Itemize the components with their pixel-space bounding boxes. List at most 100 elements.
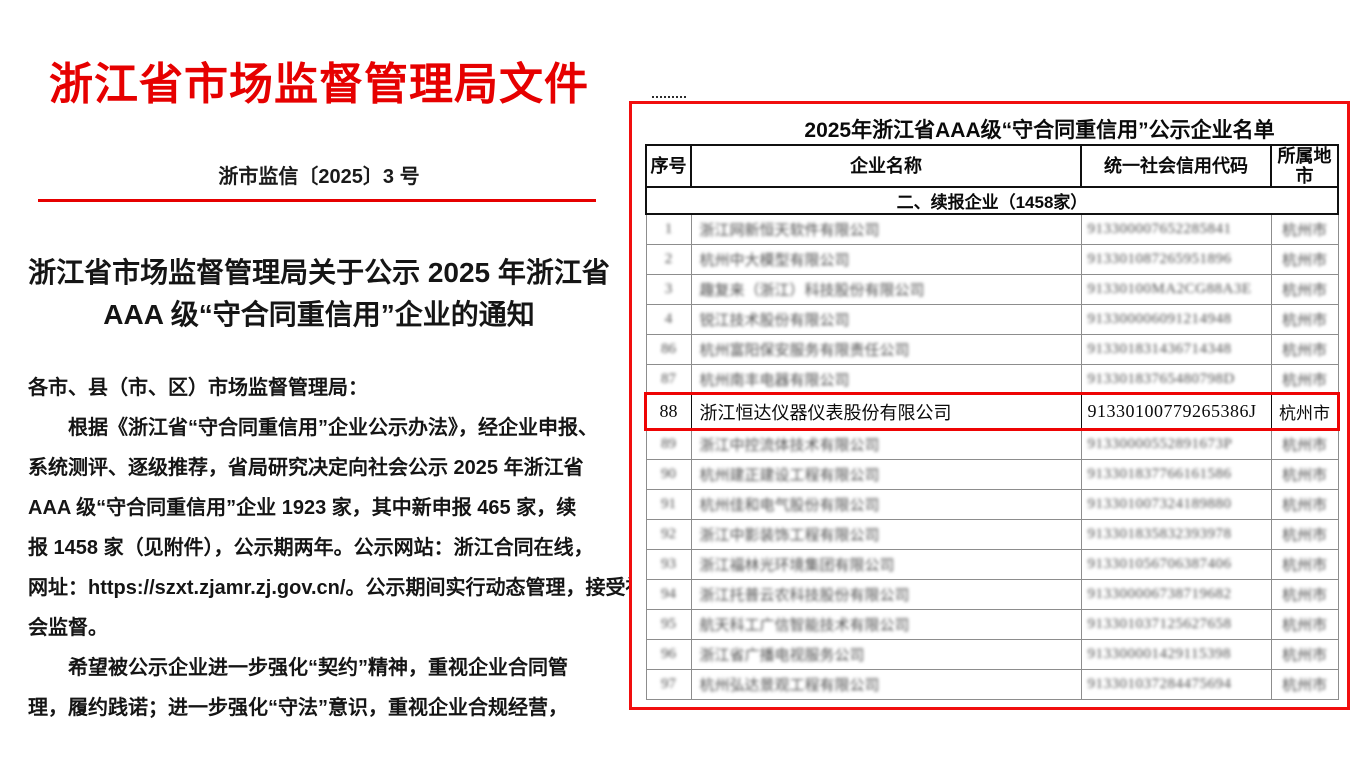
cell-city: 杭州市	[1270, 458, 1339, 490]
cell-city: 杭州市	[1270, 333, 1339, 365]
table-row: 95 航天科工广信智能技术有限公司 913301037125627658 杭州市	[645, 608, 1339, 640]
cell-code: 91330100779265386J	[1080, 393, 1272, 430]
body-line: 会监督。	[28, 617, 108, 639]
cell-name: 浙江福林光环境集团有限公司	[690, 548, 1082, 580]
body-line: 希望被公示企业进一步强化“契约”精神，重视企业合同管	[28, 657, 568, 679]
column-header: 企业名称	[690, 144, 1082, 188]
cell-name: 趣复来（浙江）科技股份有限公司	[690, 273, 1082, 305]
cell-code: 913301835832393978	[1080, 518, 1272, 550]
cell-name: 杭州佳和电气股份有限公司	[690, 488, 1082, 520]
column-header: 统一社会信用代码	[1080, 144, 1272, 188]
cell-name: 杭州建正建设工程有限公司	[690, 458, 1082, 490]
cell-index: 91	[645, 488, 692, 520]
table-row: 89 浙江中控流体技术有限公司 91330000552891673P 杭州市	[645, 428, 1339, 460]
cell-index: 4	[645, 303, 692, 335]
company-table-body: 二、续报企业（1458家） 1 浙江网新恒天软件有限公司 91330000765228…	[644, 186, 1340, 700]
cell-name: 杭州富阳保安服务有限责任公司	[690, 333, 1082, 365]
cell-name: 杭州南丰电器有限公司	[690, 363, 1082, 395]
table-row: 97 杭州弘达景观工程有限公司 913301037284475694 杭州市	[645, 668, 1339, 700]
document-body: 各市、县（市、区）市场监督管理局： 根据《浙江省“守合同重信用”企业公示办法》，…	[28, 368, 646, 728]
table-row: 87 杭州南丰电器有限公司 91330183765480798D 杭州市	[645, 363, 1339, 395]
section-label: 二、续报企业（1458家）	[645, 186, 1339, 215]
table-row: 90 杭州建正建设工程有限公司 913301837766161586 杭州市	[645, 458, 1339, 490]
table-row: 96 浙江省广播电视服务公司 913300001429115398 杭州市	[645, 638, 1339, 670]
table-row: 2 杭州中大模型有限公司 913301087265951896 杭州市	[645, 243, 1339, 275]
table-header-row: 序号 企业名称 统一社会信用代码 所属地市	[645, 144, 1339, 188]
cell-index: 87	[645, 363, 692, 395]
cell-index: 95	[645, 608, 692, 640]
cell-name: 航天科工广信智能技术有限公司	[690, 608, 1082, 640]
document-number: 浙市监信〔2025〕3 号	[218, 166, 420, 188]
cell-city: 杭州市	[1270, 243, 1339, 275]
cell-name: 浙江中影装饰工程有限公司	[690, 518, 1082, 550]
table-row: 92 浙江中影装饰工程有限公司 913301835832393978 杭州市	[645, 518, 1339, 550]
cell-name: 杭州中大模型有限公司	[690, 243, 1082, 275]
cell-code: 913301056706387406	[1080, 548, 1272, 580]
cell-index: 96	[645, 638, 692, 670]
table-row: 1 浙江网新恒天软件有限公司 913300007652285841 杭州市	[645, 213, 1339, 245]
table-row: 94 浙江托普云农科技股份有限公司 913300006738719682 杭州市	[645, 578, 1339, 610]
cell-city: 杭州市	[1270, 608, 1339, 640]
cell-index: 2	[645, 243, 692, 275]
notice-heading-line2: AAA 级“守合同重信用”企业的通知	[103, 299, 535, 330]
cell-index: 88	[645, 393, 692, 430]
cell-index: 1	[645, 213, 692, 245]
cell-city: 杭州市	[1270, 363, 1339, 395]
company-list-title: 2025年浙江省AAA级“守合同重信用”公示企业名单	[804, 119, 1275, 142]
cell-name: 浙江省广播电视服务公司	[690, 638, 1082, 670]
cell-code: 913300006091214948	[1080, 303, 1272, 335]
company-table: 序号 企业名称 统一社会信用代码 所属地市 二、续报企业（1458家） 1 浙江网新恒天软…	[644, 144, 1340, 700]
cell-index: 94	[645, 578, 692, 610]
cell-code: 913300006738719682	[1080, 578, 1272, 610]
cell-code: 913301007324189880	[1080, 488, 1272, 520]
cell-city: 杭州市	[1270, 428, 1339, 460]
cell-city: 杭州市	[1270, 668, 1339, 700]
red-divider	[38, 199, 596, 202]
cell-city: 杭州市	[1270, 548, 1339, 580]
cell-code: 913301037284475694	[1080, 668, 1272, 700]
column-header: 所属地市	[1270, 144, 1339, 188]
cell-city: 杭州市	[1270, 638, 1339, 670]
cell-code: 913301831436714348	[1080, 333, 1272, 365]
body-line: AAA 级“守合同重信用”企业 1923 家，其中新申报 465 家，续	[28, 497, 577, 519]
cell-code: 913301837766161586	[1080, 458, 1272, 490]
cell-city: 杭州市	[1270, 518, 1339, 550]
table-row: 86 杭州富阳保安服务有限责任公司 913301831436714348 杭州市	[645, 333, 1339, 365]
cell-index: 92	[645, 518, 692, 550]
table-row: 91 杭州佳和电气股份有限公司 913301007324189880 杭州市	[645, 488, 1339, 520]
body-line: 根据《浙江省“守合同重信用”企业公示办法》，经企业申报、	[28, 417, 598, 439]
cell-name: 杭州弘达景观工程有限公司	[690, 668, 1082, 700]
table-row: 93 浙江福林光环境集团有限公司 913301056706387406 杭州市	[645, 548, 1339, 580]
cell-name: 浙江中控流体技术有限公司	[690, 428, 1082, 460]
column-header: 序号	[645, 144, 692, 188]
table-row-highlighted: 88 浙江恒达仪器仪表股份有限公司 91330100779265386J 杭州市	[644, 392, 1340, 431]
cell-name: 浙江恒达仪器仪表股份有限公司	[690, 393, 1082, 430]
section-row: 二、续报企业（1458家）	[645, 186, 1339, 215]
cell-code: 91330000552891673P	[1080, 428, 1272, 460]
body-line: 理，履约践诺；进一步强化“守法”意识，重视企业合规经营，	[28, 697, 568, 719]
cell-city: 杭州市	[1270, 303, 1339, 335]
body-line: 报 1458 家（见附件），公示期两年。公示网站：浙江合同在线，	[28, 537, 594, 559]
cell-index: 90	[645, 458, 692, 490]
company-list-panel: 2025年浙江省AAA级“守合同重信用”公示企业名单 序号 企业名称 统一社会信用代…	[629, 101, 1350, 710]
body-line: 各市、县（市、区）市场监督管理局：	[28, 377, 368, 399]
notice-heading-line1: 浙江省市场监督管理局关于公示 2025 年浙江省	[28, 257, 610, 288]
body-line: 系统测评、逐级推荐，省局研究决定向社会公示 2025 年浙江省	[28, 457, 584, 479]
cell-index: 89	[645, 428, 692, 460]
cell-city: 杭州市	[1270, 488, 1339, 520]
table-row: 3 趣复来（浙江）科技股份有限公司 91330100MA2CG88A3E 杭州市	[645, 273, 1339, 305]
cell-code: 913301037125627658	[1080, 608, 1272, 640]
cell-index: 86	[645, 333, 692, 365]
body-line: 网址：https://szxt.zjamr.zj.gov.cn/。公示期间实行动…	[28, 577, 646, 599]
cell-code: 913300007652285841	[1080, 213, 1272, 245]
cell-city: 杭州市	[1270, 213, 1339, 245]
document-agency-title: 浙江省市场监督管理局文件	[49, 59, 589, 110]
cell-city: 杭州市	[1270, 578, 1339, 610]
cell-index: 93	[645, 548, 692, 580]
cell-city: 杭州市	[1270, 273, 1339, 305]
cell-code: 91330183765480798D	[1080, 363, 1272, 395]
cell-code: 913300001429115398	[1080, 638, 1272, 670]
cell-index: 3	[645, 273, 692, 305]
cell-name: 浙江网新恒天软件有限公司	[690, 213, 1082, 245]
